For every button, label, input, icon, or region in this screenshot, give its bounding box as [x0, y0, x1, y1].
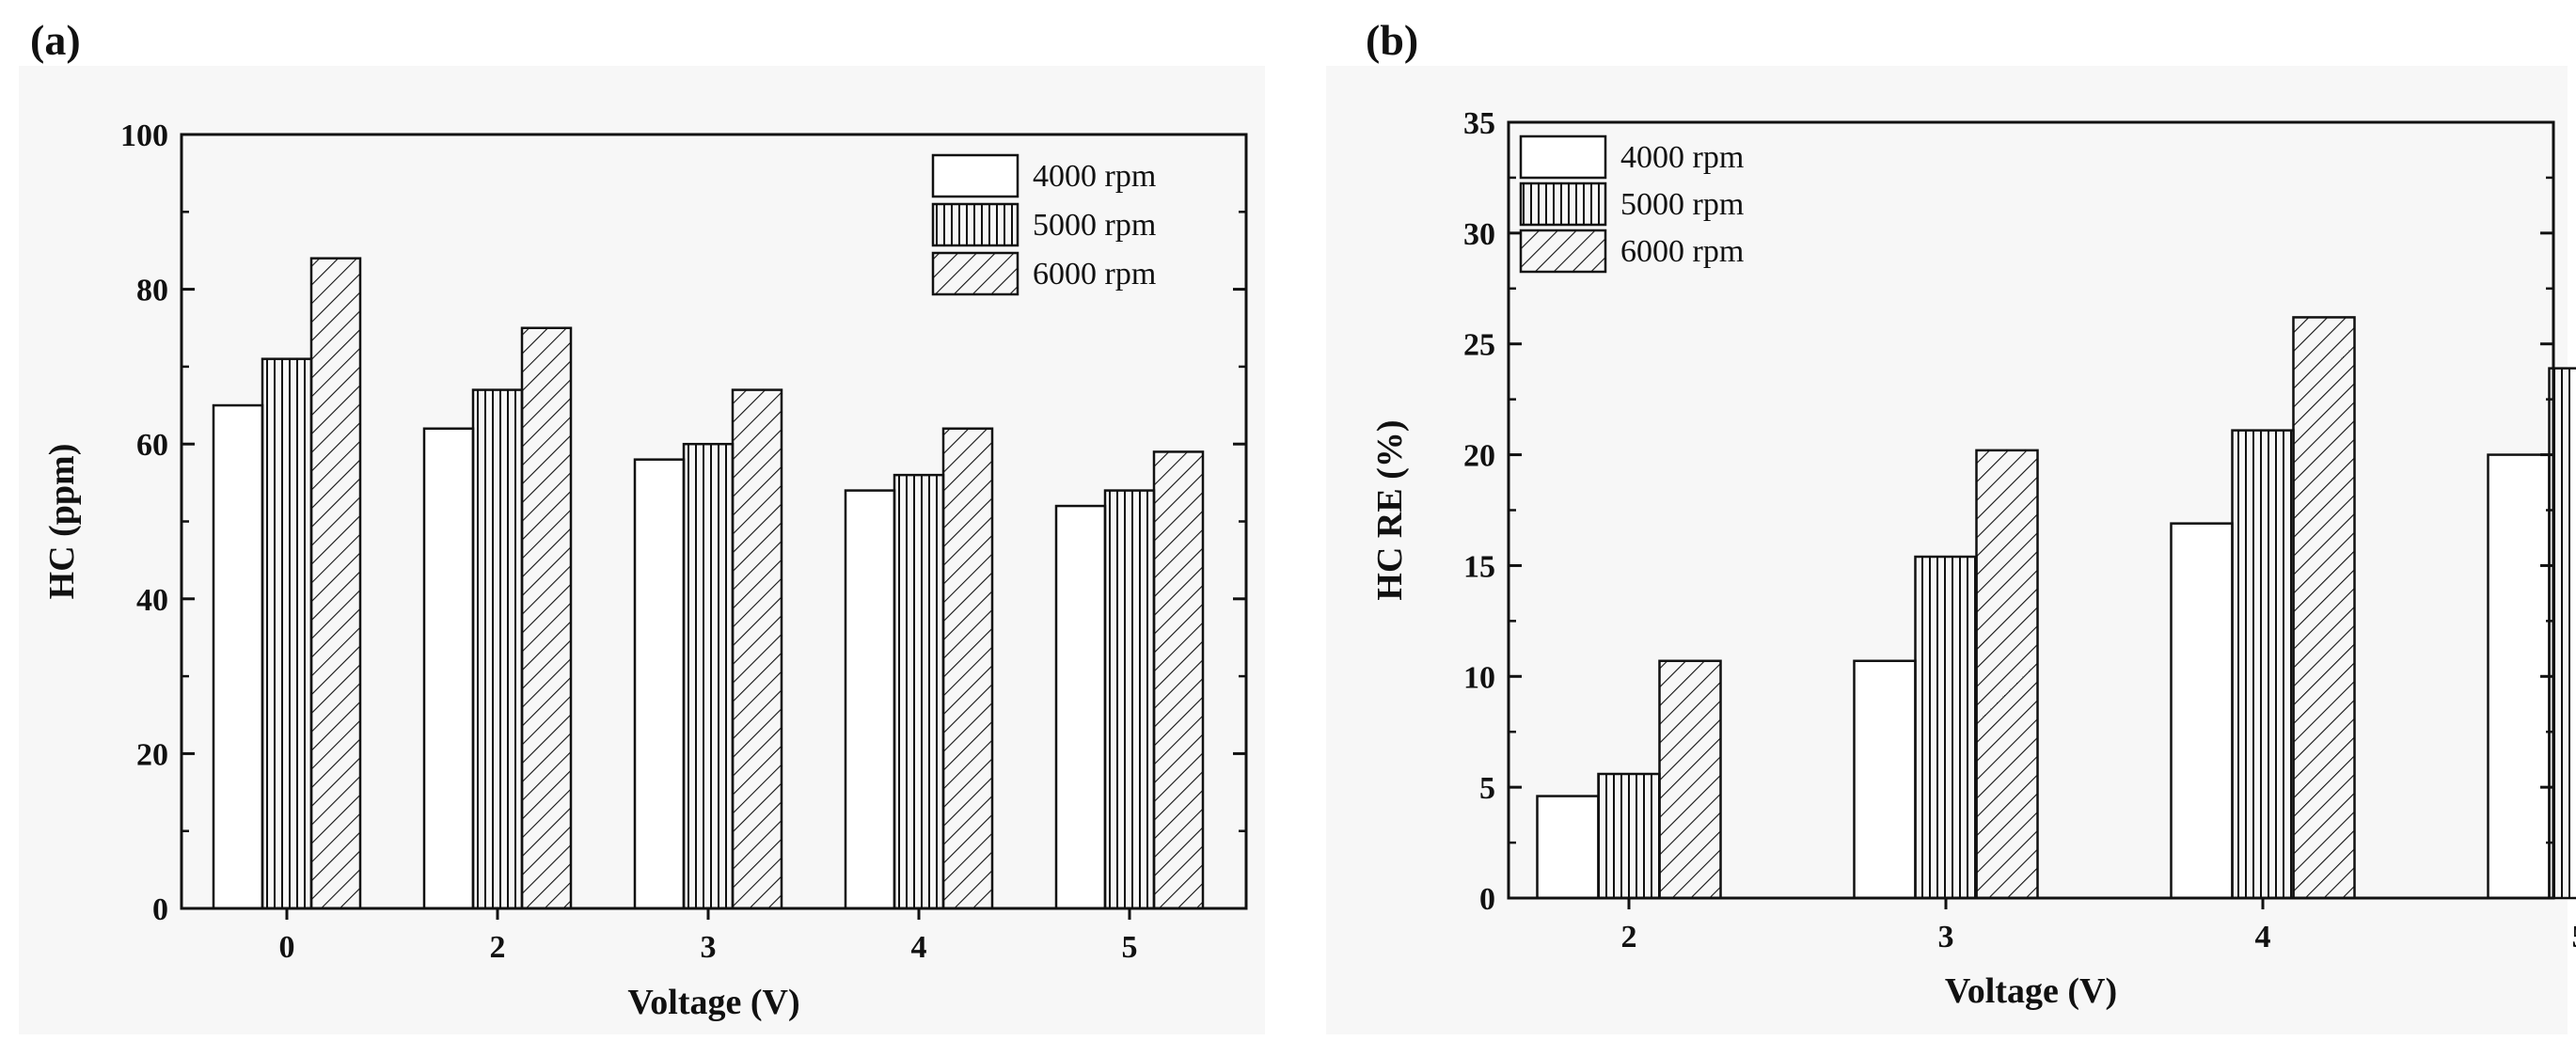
chart-a-legend: 4000 rpm 5000 rpm 6000 rpm: [931, 153, 1156, 296]
chart-b-y-axis-title: HC RE (%): [1370, 419, 1410, 600]
y-tick-label: 30: [1463, 217, 1495, 252]
y-tick-label: 40: [136, 583, 168, 618]
panel-a-label: (a): [30, 16, 81, 64]
y-tick-label: 100: [120, 118, 168, 153]
legend-label: 4000 rpm: [1620, 140, 1744, 175]
bar: [893, 473, 945, 910]
legend-swatch: [1519, 181, 1607, 227]
chart-b-x-axis-title: Voltage (V): [1945, 971, 2117, 1011]
legend-label: 4000 rpm: [1033, 159, 1156, 194]
chart-a: 0 20 40 60 80 100 0 2 3 4 5 4000 rpm 5000 rpm 6000 r…: [42, 118, 1248, 1022]
panel-b-label: (b): [1366, 16, 1418, 64]
chart-b-legend: 4000 rpm 5000 rpm 6000 rpm: [1519, 134, 1744, 274]
legend-label: 6000 rpm: [1620, 234, 1744, 269]
bar: [844, 489, 896, 910]
bar: [1597, 772, 1661, 900]
legend-swatch: [931, 202, 1019, 247]
legend-label: 5000 rpm: [1620, 187, 1744, 222]
bar: [1054, 504, 1107, 910]
bar: [2231, 429, 2295, 900]
legend-swatch: [1519, 229, 1607, 274]
x-tick-label: 3: [1938, 920, 1954, 954]
chart-b-bars: [1536, 316, 2576, 900]
y-tick-label: 0: [152, 892, 168, 927]
x-tick-label: 0: [279, 930, 295, 965]
y-tick-label: 10: [1463, 660, 1495, 695]
x-tick-label: 3: [701, 930, 717, 965]
y-tick-label: 25: [1463, 328, 1495, 363]
bar: [2170, 522, 2234, 900]
chart-a-bars: [212, 257, 1205, 910]
chart-b-axes: 0 5 10 15 20 25 30 35 2 3 4 5: [1463, 106, 2576, 954]
chart-b: 0 5 10 15 20 25 30 35 2 3 4 5 4000 rpm 5000 rpm 6000 …: [1370, 106, 2576, 1011]
legend-swatch: [1519, 134, 1607, 180]
chart-a-x-axis-title: Voltage (V): [627, 983, 799, 1022]
chart-a-y-axis-title: HC (ppm): [42, 444, 82, 600]
bar: [1152, 450, 1205, 910]
y-tick-label: 20: [136, 737, 168, 772]
x-tick-label: 2: [490, 930, 506, 965]
bar: [2292, 316, 2356, 900]
y-tick-label: 60: [136, 428, 168, 463]
chart-a-axes: 0 20 40 60 80 100 0 2 3 4 5: [120, 118, 1246, 965]
legend-label: 6000 rpm: [1033, 257, 1156, 292]
legend-swatch: [931, 251, 1019, 296]
y-tick-label: 20: [1463, 439, 1495, 474]
legend-swatch: [931, 153, 1019, 198]
bar: [212, 403, 264, 910]
bar: [1975, 449, 2039, 900]
y-tick-label: 0: [1479, 882, 1495, 917]
y-tick-label: 5: [1479, 771, 1495, 806]
x-tick-label: 4: [911, 930, 927, 965]
bar: [1103, 489, 1156, 910]
bar: [941, 427, 994, 910]
chart-a-plot-frame: [180, 133, 1248, 910]
bar: [731, 388, 783, 910]
bar: [422, 427, 475, 910]
bar: [1853, 659, 1917, 900]
bar: [520, 326, 573, 910]
y-tick-label: 35: [1463, 106, 1495, 141]
bar: [2487, 453, 2551, 900]
x-tick-label: 5: [2572, 920, 2576, 954]
bar: [309, 257, 362, 910]
y-tick-label: 80: [136, 274, 168, 308]
bar: [1658, 659, 1722, 900]
bar: [682, 442, 735, 910]
x-tick-label: 4: [2255, 920, 2271, 954]
bar: [261, 357, 313, 910]
legend-label: 5000 rpm: [1033, 208, 1156, 243]
bar: [471, 388, 524, 910]
bar: [1536, 795, 1600, 900]
y-tick-label: 15: [1463, 549, 1495, 584]
chart-b-plot-frame: [1507, 120, 2555, 900]
x-tick-label: 2: [1621, 920, 1637, 954]
bar: [633, 458, 686, 910]
x-tick-label: 5: [1122, 930, 1138, 965]
bar: [1914, 555, 1978, 900]
